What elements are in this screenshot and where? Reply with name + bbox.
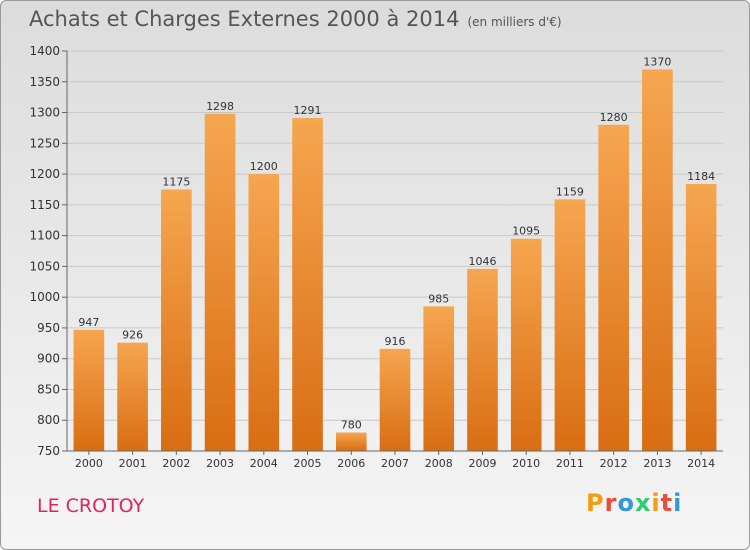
y-tick-label: 1100: [29, 229, 60, 243]
y-tick-label: 1250: [29, 136, 60, 150]
y-tick-label: 1300: [29, 106, 60, 120]
bar-value-label: 1184: [687, 170, 715, 183]
bar: [292, 118, 323, 452]
logo-letter: P: [586, 489, 605, 517]
y-tick-label: 1050: [29, 259, 60, 273]
bar-value-label: 1280: [600, 111, 628, 124]
logo-letter: x: [634, 489, 652, 517]
bar-value-label: 1095: [512, 225, 540, 238]
bar-value-label: 1159: [556, 185, 584, 198]
y-tick-label: 1350: [29, 75, 60, 89]
y-tick-label: 1150: [29, 198, 60, 212]
bar-value-label: 1046: [468, 255, 496, 268]
bar: [598, 124, 629, 451]
bar-value-label: 1200: [250, 160, 278, 173]
logo-letter: r: [604, 489, 618, 517]
y-tick-label: 950: [37, 321, 60, 335]
x-tick-label: 2012: [600, 457, 628, 470]
x-tick-label: 2008: [425, 457, 453, 470]
axes: 750 800 850 900 950 1000 1050 1100 1150 1200 1250 1…: [29, 44, 723, 470]
bar-value-label: 916: [385, 335, 406, 348]
x-tick-label: 2009: [468, 457, 496, 470]
bar: [642, 69, 673, 451]
x-tick-label: 2013: [643, 457, 671, 470]
bar: [510, 238, 542, 451]
bar-value-label: 926: [122, 329, 143, 342]
x-tick-label: 2011: [556, 457, 584, 470]
logo-letter: i: [651, 489, 661, 517]
bar-value-label: 1298: [206, 100, 234, 113]
bar: [204, 113, 236, 452]
bar-value-label: 1175: [162, 175, 190, 188]
x-tick-label: 2007: [381, 457, 409, 470]
bar: [335, 432, 367, 451]
logo-letter: o: [617, 489, 635, 517]
bar: [161, 189, 192, 451]
bar: [379, 348, 411, 451]
logo-letter: i: [673, 489, 683, 517]
proxiti-logo: Proxiti: [586, 489, 682, 517]
chart-title-text: Achats et Charges Externes 2000 à 2014: [29, 7, 460, 31]
bars: 947 926 1175 1298 1200 1291 780 916 985 1046 1095 1…: [73, 55, 717, 452]
bar-value-label: 1291: [294, 104, 322, 117]
bar-value-label: 1370: [643, 55, 671, 68]
bar: [73, 329, 105, 451]
chart-subtitle: (en milliers d'€): [467, 15, 562, 29]
x-tick-label: 2004: [250, 457, 278, 470]
x-tick-label: 2005: [294, 457, 322, 470]
y-tick-label: 1000: [29, 290, 60, 304]
bar: [685, 183, 717, 451]
bar: [554, 199, 586, 451]
x-tick-label: 2000: [75, 457, 103, 470]
bar-value-label: 985: [428, 292, 449, 305]
y-tick-label: 1200: [29, 167, 60, 181]
x-tick-label: 2003: [206, 457, 234, 470]
x-tick-label: 2001: [119, 457, 147, 470]
x-tick-label: 2010: [512, 457, 540, 470]
x-tick-label: 2014: [687, 457, 715, 470]
x-tick-label: 2002: [162, 457, 190, 470]
logo-letter: t: [660, 489, 674, 517]
y-tick-label: 800: [37, 413, 60, 427]
y-tick-label: 1400: [29, 44, 60, 58]
bar-value-label: 780: [341, 419, 362, 432]
bar-value-label: 947: [78, 316, 99, 329]
bar: [423, 306, 455, 451]
chart-title: Achats et Charges Externes 2000 à 2014 (e…: [29, 7, 562, 31]
bar: [117, 342, 148, 451]
bar: [467, 268, 498, 451]
x-tick-label: 2006: [337, 457, 365, 470]
y-tick-label: 750: [37, 444, 60, 458]
bar: [248, 174, 280, 452]
y-tick-label: 900: [37, 352, 60, 366]
y-tick-label: 850: [37, 382, 60, 396]
commune-name: LE CROTOY: [37, 495, 145, 517]
